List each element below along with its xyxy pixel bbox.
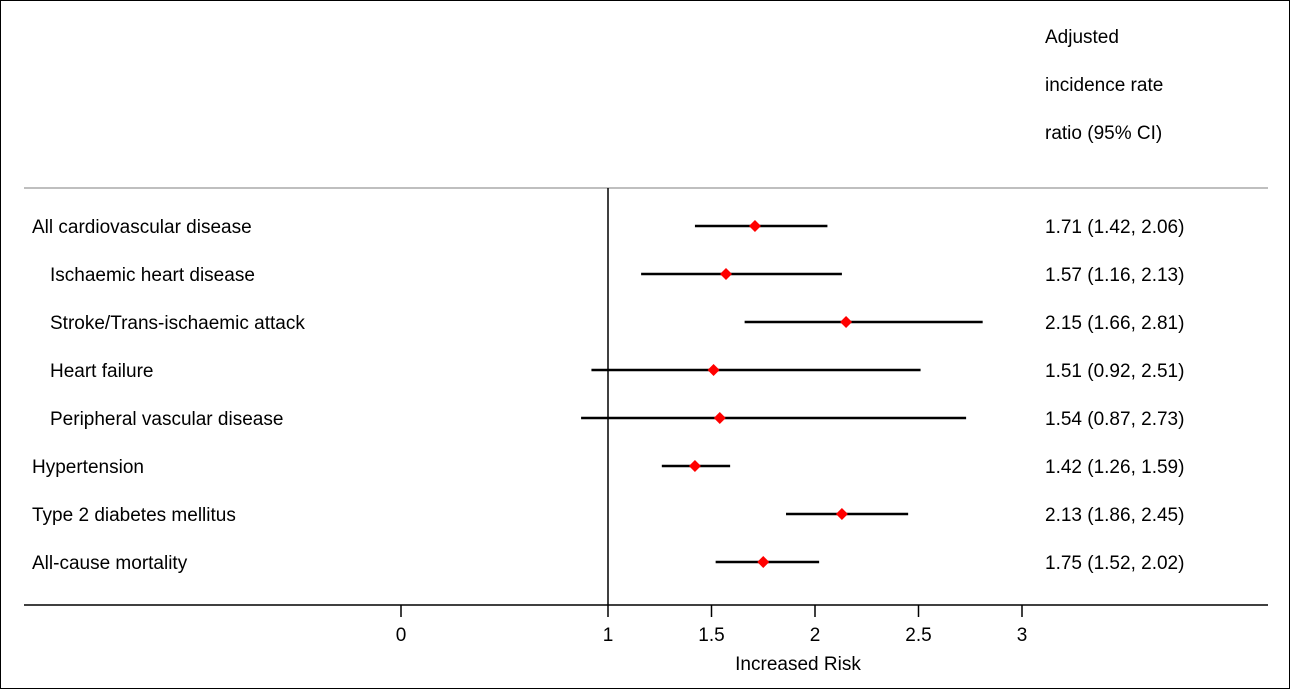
point-estimate-marker	[707, 364, 720, 376]
forest-row: Stroke/Trans-ischaemic attack 2.15 (1.66,…	[50, 313, 1184, 334]
forest-row: Ischaemic heart disease 1.57 (1.16, 2.13)	[50, 265, 1184, 286]
x-tick-label: 1.5	[698, 625, 724, 646]
row-label: Ischaemic heart disease	[50, 265, 255, 286]
x-tick-label: 2.5	[905, 625, 931, 646]
point-estimate-marker	[688, 460, 701, 472]
point-estimate-marker	[719, 268, 732, 280]
point-estimate-marker	[840, 316, 853, 328]
row-value-text: 2.15 (1.66, 2.81)	[1045, 313, 1184, 334]
forest-row: All-cause mortality 1.75 (1.52, 2.02)	[32, 553, 1184, 574]
row-label: Stroke/Trans-ischaemic attack	[50, 313, 305, 334]
point-estimate-marker	[757, 556, 770, 568]
x-tick-label: 3	[1017, 625, 1028, 646]
column-header-line-2: incidence rate	[1045, 75, 1163, 96]
x-tick-label: 0	[396, 625, 407, 646]
row-value-text: 1.71 (1.42, 2.06)	[1045, 217, 1184, 238]
forest-rows: All cardiovascular disease 1.71 (1.42, 2.…	[32, 217, 1184, 574]
forest-row: All cardiovascular disease 1.71 (1.42, 2.…	[32, 217, 1184, 238]
point-estimate-marker	[713, 412, 726, 424]
row-value-text: 1.54 (0.87, 2.73)	[1045, 409, 1184, 430]
x-axis-title: Increased Risk	[735, 654, 861, 675]
forest-row: Heart failure 1.51 (0.92, 2.51)	[50, 361, 1184, 382]
column-header-line-1: Adjusted	[1045, 27, 1119, 48]
row-label: Peripheral vascular disease	[50, 409, 283, 430]
row-value-text: 1.42 (1.26, 1.59)	[1045, 457, 1184, 478]
row-label: Hypertension	[32, 457, 144, 478]
row-value-text: 1.75 (1.52, 2.02)	[1045, 553, 1184, 574]
row-label: Type 2 diabetes mellitus	[32, 505, 236, 526]
forest-row: Hypertension 1.42 (1.26, 1.59)	[32, 457, 1184, 478]
point-estimate-marker	[835, 508, 848, 520]
x-axis-ticks: 0 1 1.5 2 2.5 3	[396, 605, 1028, 646]
row-value-text: 1.51 (0.92, 2.51)	[1045, 361, 1184, 382]
row-value-text: 2.13 (1.86, 2.45)	[1045, 505, 1184, 526]
forest-row: Type 2 diabetes mellitus 2.13 (1.86, 2.45…	[32, 505, 1184, 526]
column-header-line-3: ratio (95% CI)	[1045, 123, 1162, 144]
row-label: Heart failure	[50, 361, 154, 382]
row-label: All cardiovascular disease	[32, 217, 252, 238]
forest-row: Peripheral vascular disease 1.54 (0.87, 2…	[50, 409, 1184, 430]
point-estimate-marker	[748, 220, 761, 232]
row-label: All-cause mortality	[32, 553, 188, 574]
x-tick-label: 2	[810, 625, 821, 646]
x-tick-label: 1	[603, 625, 614, 646]
row-value-text: 1.57 (1.16, 2.13)	[1045, 265, 1184, 286]
